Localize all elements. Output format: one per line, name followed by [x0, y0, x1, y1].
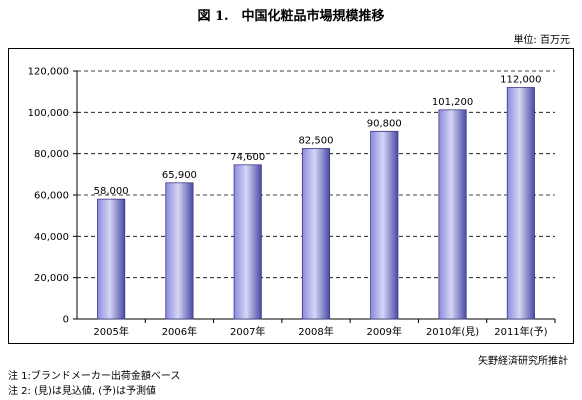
data-labels: 58,000 65,900 74,600 82,500 90,800 101,200 112… [94, 75, 542, 198]
y-tick-label: 40,000 [34, 232, 69, 243]
bar [506, 87, 535, 320]
source-note: 矢野経済研究所推計 [478, 356, 568, 367]
y-tick-label: 120,000 [28, 67, 69, 78]
data-label: 65,900 [162, 170, 197, 181]
chart-title: 図 1. 中国化粧品市場規模推移 [197, 9, 385, 24]
bar-chart: 0 20,000 40,000 60,000 80,000 100,000 120,000 2… [28, 67, 556, 338]
bar [233, 164, 262, 320]
bar [438, 109, 467, 320]
data-label: 58,000 [94, 186, 129, 197]
chart-frame: 0 20,000 40,000 60,000 80,000 100,000 120,000 2… [8, 48, 574, 344]
x-tick-label: 2006年 [162, 325, 197, 338]
footnote-1: 注 1:ブランドメーカー出荷金額ベース [8, 371, 181, 382]
y-tick-label: 100,000 [28, 108, 69, 119]
x-tick-label: 2007年 [230, 325, 265, 338]
y-tick-label: 20,000 [34, 273, 69, 284]
x-tick-label: 2010年(見) [426, 325, 479, 338]
data-label: 90,800 [367, 118, 402, 129]
y-tick-label: 0 [63, 315, 69, 326]
data-label: 101,200 [432, 97, 473, 108]
bar [370, 130, 399, 320]
y-tick-label: 60,000 [34, 191, 69, 202]
x-tick-label: 2011年(予) [494, 325, 547, 338]
unit-label: 単位: 百万元 [513, 35, 570, 46]
data-label: 74,600 [230, 152, 265, 163]
bar [97, 198, 126, 320]
data-label: 82,500 [299, 136, 334, 147]
bars [97, 87, 535, 320]
footnote-2: 注 2: (見)は見込値, (予)は予測値 [8, 386, 157, 397]
x-tick-label: 2009年 [367, 325, 402, 338]
y-tick-label: 80,000 [34, 149, 69, 160]
x-tick-label: 2008年 [298, 325, 333, 338]
x-tick-label: 2005年 [93, 325, 128, 338]
data-label: 112,000 [500, 75, 541, 86]
axes: 0 20,000 40,000 60,000 80,000 100,000 120,000 2… [28, 67, 556, 338]
bar [165, 182, 194, 320]
bar [301, 148, 331, 320]
